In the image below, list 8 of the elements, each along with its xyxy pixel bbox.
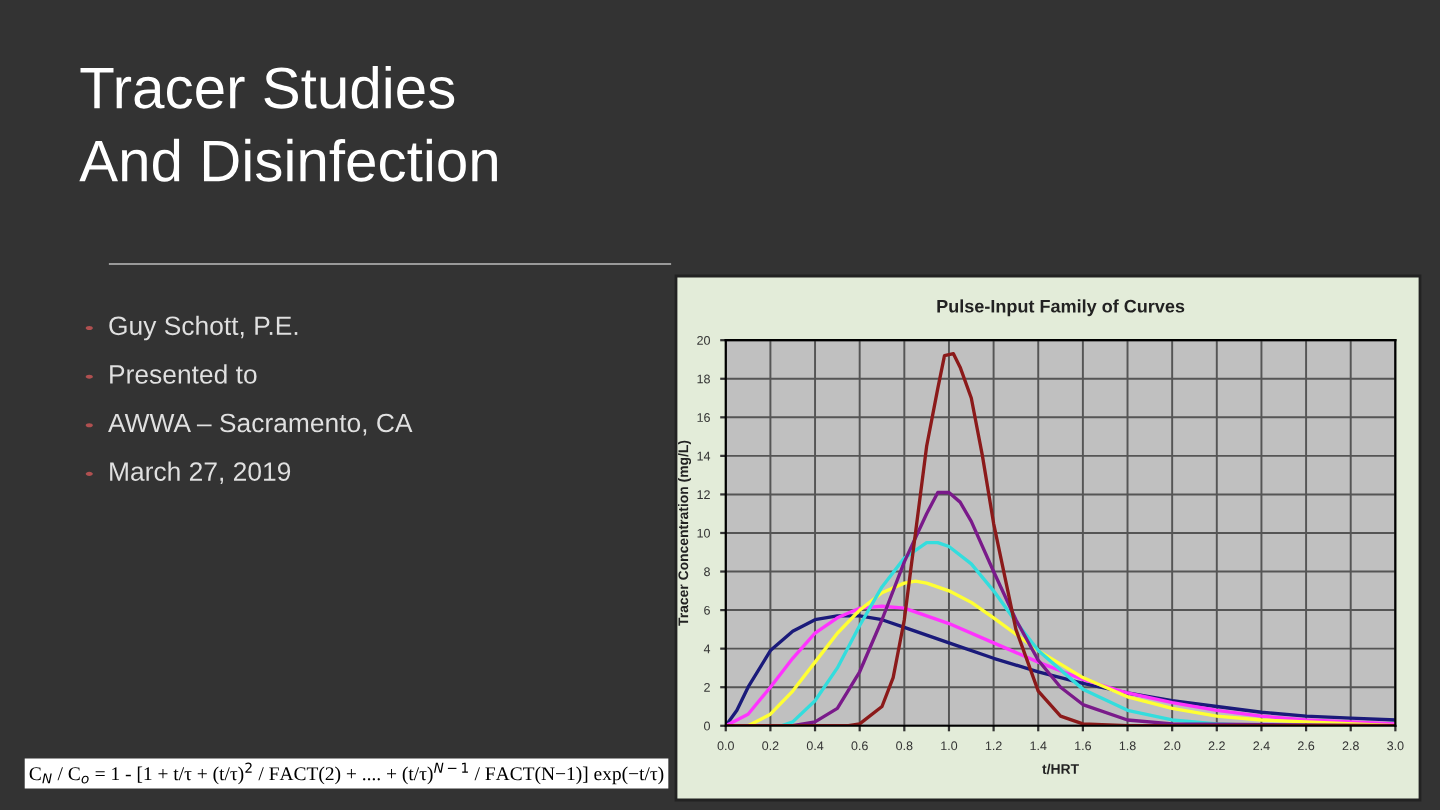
text: AWWA – Sacramento, CA (108, 413, 413, 436)
chart-title: Pulse-Input Family of Curves (937, 299, 1185, 317)
text: C$_{N}$ / C$_{o}$ = 1 - [1 + t/τ + (t/τ)$^{2}$ / FACT(2) + .... + (t/τ)$^{N−1}$ / FACT(N−1)] exp(−t/τ) (29, 762, 664, 785)
text: Tracer Studies (80, 65, 455, 109)
text: Presented to (110, 364, 257, 384)
text: And Disinfection (79, 138, 497, 182)
text: Guy Schott, P.E. (109, 315, 298, 341)
text: March 27, 2019 (110, 461, 291, 485)
